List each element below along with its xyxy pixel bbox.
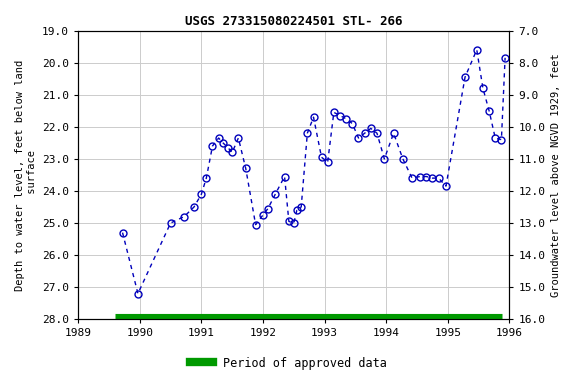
Title: USGS 273315080224501 STL- 266: USGS 273315080224501 STL- 266 (185, 15, 403, 28)
Legend: Period of approved data: Period of approved data (185, 352, 391, 374)
Y-axis label: Depth to water level, feet below land
 surface: Depth to water level, feet below land su… (15, 59, 37, 291)
Y-axis label: Groundwater level above NGVD 1929, feet: Groundwater level above NGVD 1929, feet (551, 53, 561, 297)
